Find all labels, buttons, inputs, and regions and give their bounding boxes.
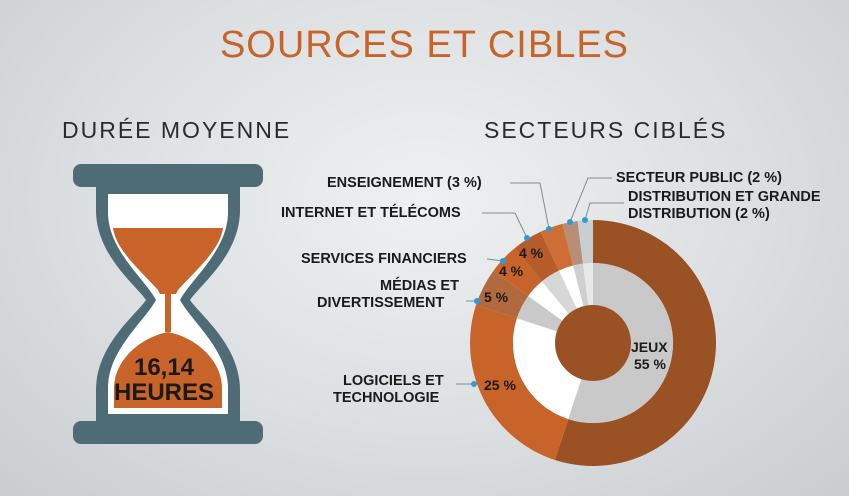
hourglass-top-bar <box>73 164 263 187</box>
donut-inner-slice-medias-et-divertissement <box>516 295 563 332</box>
label-jeux: JEUX <box>631 339 668 355</box>
hourglass-sand-stream <box>165 292 171 332</box>
donut-inner-slice-distribution-et-grande-distribution-2 <box>582 263 593 306</box>
donut-inner-slice-jeux <box>568 263 673 424</box>
donut-center <box>555 305 631 381</box>
donut-slice-logiciels-et-technologie <box>469 304 569 460</box>
hourglass-top-sand <box>113 228 223 294</box>
label-logiciels-line1: LOGICIELS ET <box>343 373 444 389</box>
donut-slice-internet-et-telecoms <box>514 231 559 282</box>
label-distribution-line1: DISTRIBUTION ET GRANDE <box>628 189 821 205</box>
pct-internet-telecoms: 4 % <box>519 245 544 261</box>
average-duration-unit: HEURES <box>113 379 215 406</box>
leader-line-internet-et-telecoms <box>482 212 528 239</box>
leader-dot-services-financiers <box>500 258 506 264</box>
label-distribution-line2: DISTRIBUTION (2 %) <box>628 206 770 222</box>
donut-slice-jeux <box>554 220 717 466</box>
donut-inner-slice-internet-et-telecoms <box>542 270 577 314</box>
average-duration-heading: DURÉE MOYENNE <box>62 117 292 143</box>
leader-line-distribution-et-grande-distribution-2 <box>584 202 624 221</box>
donut-inner-slice-enseignement-3 <box>558 265 584 309</box>
average-duration-value: 16,14 <box>133 354 195 381</box>
leader-dot-logiciels-et-technologie <box>471 381 477 387</box>
label-medias-line1: MÉDIAS ET <box>380 278 459 294</box>
leader-dot-distribution-et-grande-distribution-2 <box>582 217 588 223</box>
label-secteur-public: SECTEUR PUBLIC (2 %) <box>616 170 782 186</box>
donut-inner-slice-logiciels-et-technologie <box>512 318 582 420</box>
leader-dot-secteur-public-2 <box>567 219 573 225</box>
pct-jeux: 55 % <box>634 356 666 372</box>
pct-services-financiers: 4 % <box>499 263 524 279</box>
hourglass-bottom-sand <box>114 332 222 408</box>
label-enseignement: ENSEIGNEMENT (3 %) <box>327 175 482 191</box>
donut-slice-secteur-public-2 <box>562 220 583 266</box>
leader-dot-internet-et-telecoms <box>524 235 530 241</box>
leader-line-secteur-public-2 <box>569 177 612 223</box>
targeted-sectors-heading: SECTEURS CIBLÉS <box>484 117 728 143</box>
label-services-financiers: SERVICES FINANCIERS <box>301 251 467 267</box>
page-title: SOURCES ET CIBLES <box>219 24 630 66</box>
donut-slice-medias-et-divertissement <box>476 270 529 319</box>
donut-slice-distribution-et-grande-distribution-2 <box>577 220 593 264</box>
pct-medias: 5 % <box>484 289 509 305</box>
hourglass-bottom-bar <box>73 421 263 444</box>
donut-inner-slice-secteur-public-2 <box>573 263 589 307</box>
pct-logiciels: 25 % <box>484 377 516 393</box>
leader-line-enseignement-3 <box>510 182 550 230</box>
label-logiciels-line2: TECHNOLOGIE <box>333 390 440 406</box>
label-internet-telecoms: INTERNET ET TÉLÉCOMS <box>281 205 461 221</box>
donut-slice-enseignement-3 <box>540 223 574 271</box>
donut-inner-slice-services-financiers <box>528 281 569 321</box>
leader-dot-enseignement-3 <box>546 226 552 232</box>
leader-dot-medias-et-divertissement <box>474 298 480 304</box>
label-medias-line2: DIVERTISSEMENT <box>317 295 445 311</box>
